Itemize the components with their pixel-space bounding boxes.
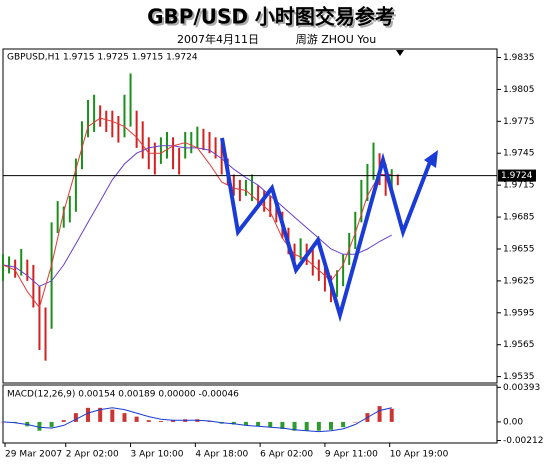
x-tick-label: 29 Mar 2007 <box>5 450 62 460</box>
macd-bar <box>256 421 261 427</box>
title-shadow: GBP/USD 小时图交易参考 <box>149 7 397 31</box>
forecast-arrow <box>220 137 432 323</box>
y-tick-label: 0.00393 <box>503 383 540 393</box>
title: GBP/USD 小时图交易参考 <box>147 5 395 29</box>
macd-bar <box>158 421 163 422</box>
y-tick-label: 1.9565 <box>503 340 535 350</box>
plot: 1.9835 1.9805 1.9775 1.9745 1.9715 1.9685 1.96… <box>1 53 543 460</box>
author: 周游 ZHOU You <box>296 33 376 46</box>
macd-bar <box>73 413 78 422</box>
y-tick-label: 1.9775 <box>503 117 535 127</box>
y-tick-label: 1.9535 <box>503 372 535 382</box>
macd-bar <box>268 421 273 428</box>
macd-bar <box>98 407 103 422</box>
date: 2007年4月11日 <box>177 32 259 46</box>
macd-bar <box>304 421 309 431</box>
y-tick-label: 1.9595 <box>503 308 535 318</box>
macd-bar <box>134 416 139 422</box>
y-tick-label: 1.9715 <box>503 181 535 191</box>
y-tick-label: 1.9655 <box>503 244 535 254</box>
macd-bar <box>171 420 176 422</box>
macd-bar <box>146 420 151 422</box>
macd-bar <box>86 407 91 422</box>
macd-bar <box>328 421 333 430</box>
macd-bar <box>110 409 115 422</box>
shift-marker <box>396 50 404 56</box>
y-tick-label: 1.9805 <box>503 85 535 95</box>
macd-bar <box>122 413 127 422</box>
x-tick-label: 2 Apr 02:00 <box>66 450 119 460</box>
y-tick-label: 1.9685 <box>503 213 535 223</box>
arrow-head <box>424 150 438 168</box>
macd-bar <box>37 421 42 431</box>
panel-label: GBPUSD,H1 1.9715 1.9725 1.9715 1.9724 <box>7 53 198 63</box>
macd-bar <box>341 421 346 428</box>
y-tick-label: 1.9835 <box>503 53 535 63</box>
macd-bar <box>280 421 285 429</box>
macd-bar <box>316 421 321 431</box>
current-price-label: 1.9724 <box>501 171 533 181</box>
macd-bar <box>377 406 382 422</box>
y-tick-label: 1.9745 <box>503 149 535 159</box>
y-tick-label: -0.00212 <box>503 436 543 446</box>
macd-bar <box>292 421 297 431</box>
macd-bar <box>389 408 394 422</box>
y-tick-label: 1.9625 <box>503 276 535 286</box>
current-price-box <box>498 169 536 182</box>
x-tick-label: 4 Apr 18:00 <box>195 450 248 460</box>
y-tick-label: 0.00 <box>503 417 523 427</box>
macd-bar <box>61 420 66 422</box>
signal-line <box>2 407 392 433</box>
x-tick-label: 10 Apr 19:00 <box>390 450 449 460</box>
x-tick-label: 6 Apr 02:00 <box>260 450 313 460</box>
macd-bar <box>353 421 358 423</box>
x-tick-label: 9 Apr 11:00 <box>325 450 378 460</box>
panel-label: MACD(12,26,9) 0.00154 0.00189 0.00000 -0… <box>7 390 239 400</box>
macd-bar <box>243 421 248 426</box>
x-tick-label: 3 Apr 10:00 <box>131 450 184 460</box>
macd-bar <box>49 421 54 428</box>
